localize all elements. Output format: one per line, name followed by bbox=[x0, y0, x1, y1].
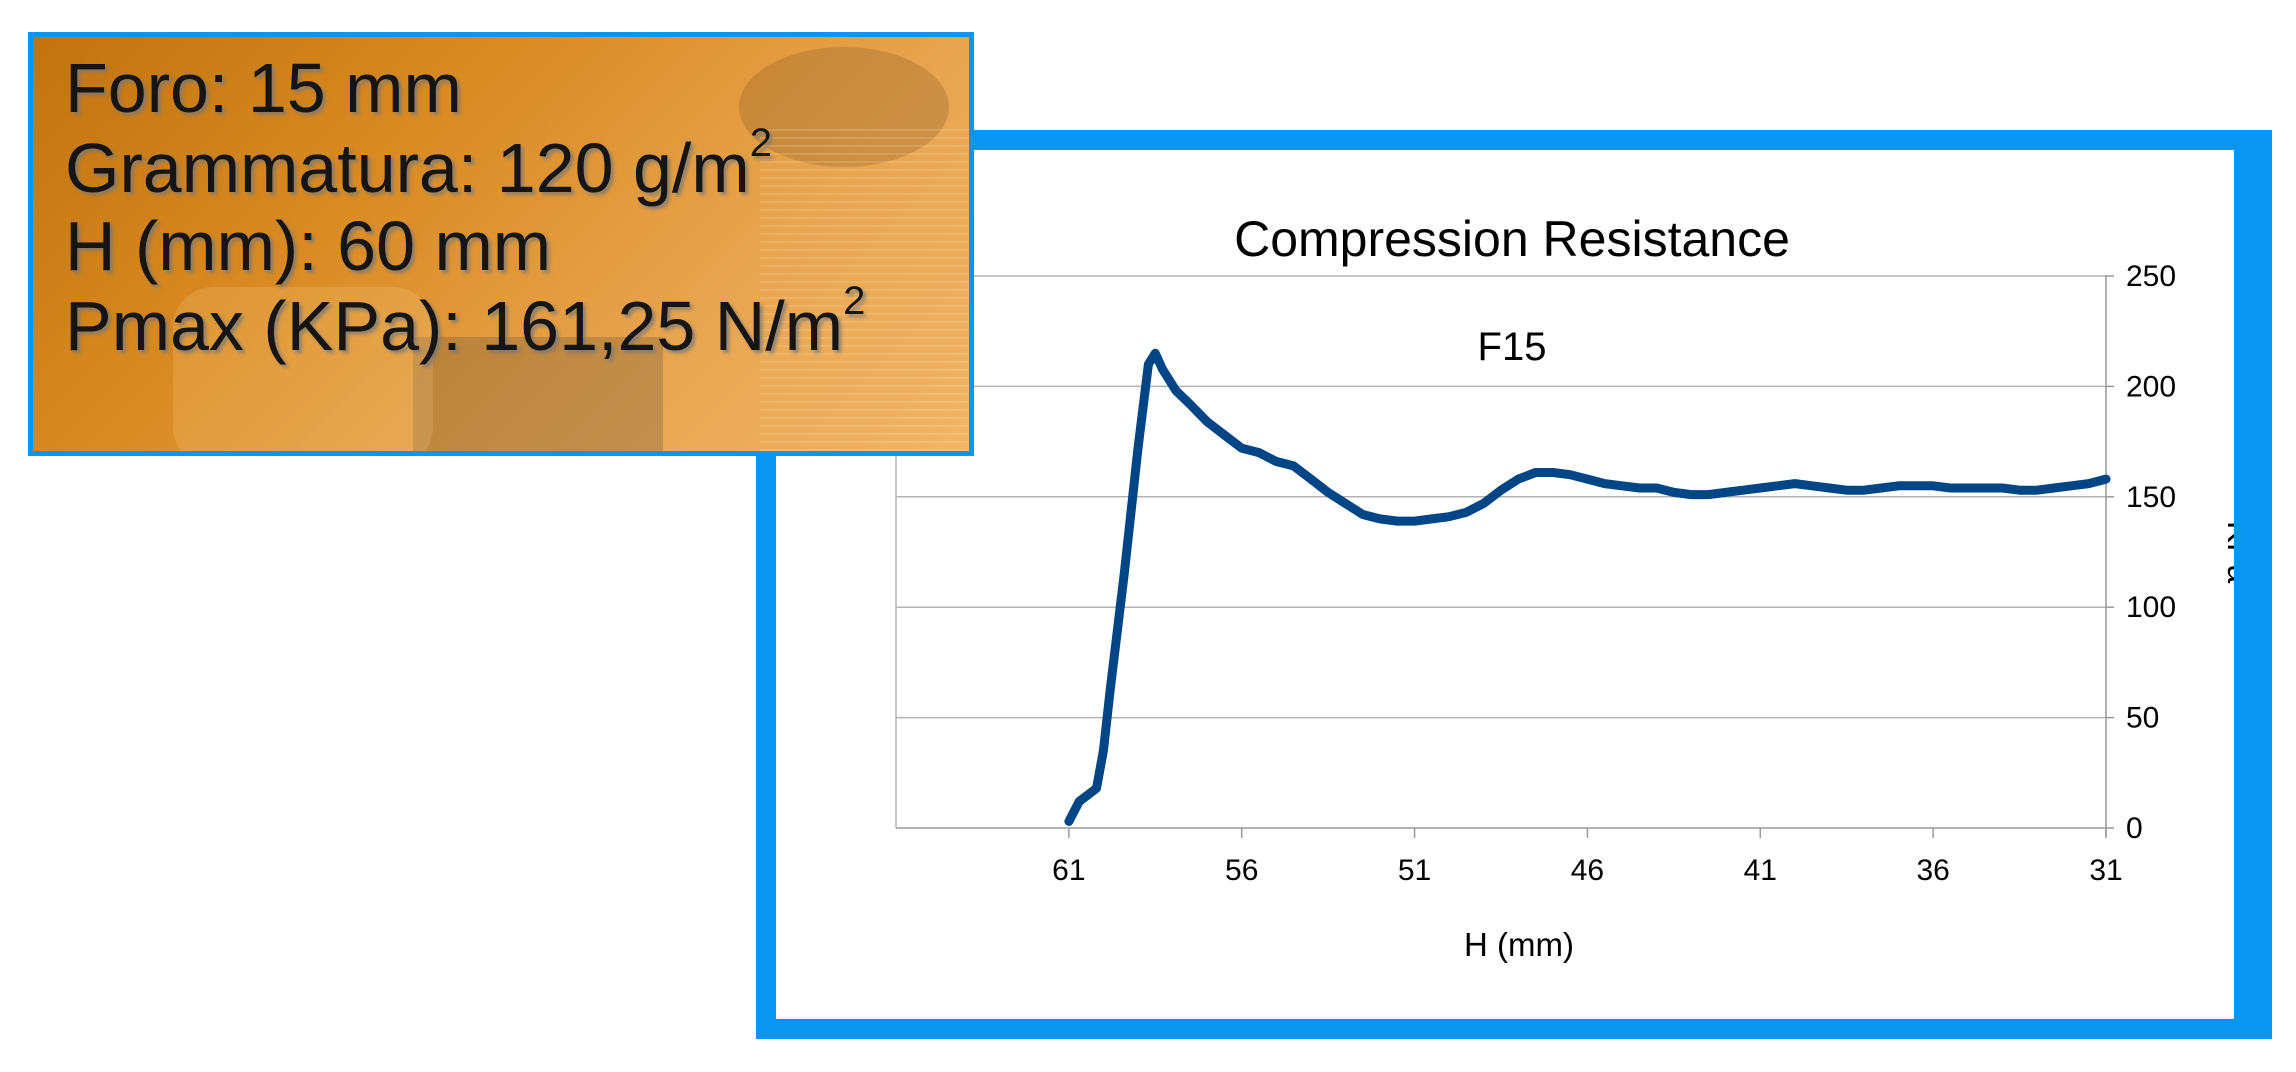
info-line-pmax: Pmax (KPa): 161,25 N/m2 bbox=[65, 281, 865, 365]
x-tick-label-56: 56 bbox=[1225, 854, 1258, 887]
info-line-grammage: Grammatura: 120 g/m2 bbox=[65, 123, 772, 207]
info-panel: Foro: 15 mm Grammatura: 120 g/m2 H (mm):… bbox=[28, 32, 974, 456]
x-tick-label-31: 31 bbox=[2089, 854, 2122, 887]
y-tick-label-200: 200 bbox=[2126, 370, 2176, 403]
chart-title: Compression Resistance bbox=[1234, 211, 1790, 267]
series-line-0 bbox=[1064, 348, 2111, 826]
info-pmax-text: Pmax (KPa): 161,25 N/m bbox=[65, 287, 844, 365]
y-tick-label-250: 250 bbox=[2126, 260, 2176, 293]
info-line-hole: Foro: 15 mm bbox=[65, 49, 462, 127]
info-grammage-text: Grammatura: 120 g/m bbox=[65, 129, 750, 207]
background-shape bbox=[173, 287, 433, 451]
info-line-height: H (mm): 60 mm bbox=[65, 207, 551, 285]
background-shape bbox=[413, 337, 663, 451]
info-hole-text: Foro: 15 mm bbox=[65, 49, 462, 127]
y-tick-label-0: 0 bbox=[2126, 812, 2143, 845]
x-tick-label-41: 41 bbox=[1744, 854, 1777, 887]
y-tick-label-150: 150 bbox=[2126, 481, 2176, 514]
info-grammage-superscript: 2 bbox=[749, 121, 772, 165]
chart-plot: 0 50 100 150 200 250 61 56 51 46 41 36 31 Compression… bbox=[895, 211, 2234, 963]
x-tick-label-61: 61 bbox=[1052, 854, 1085, 887]
info-height-text: H (mm): 60 mm bbox=[65, 207, 552, 285]
background-stripes bbox=[760, 129, 969, 451]
y-tick-label-50: 50 bbox=[2126, 702, 2159, 735]
x-tick-label-36: 36 bbox=[1916, 854, 1949, 887]
y-axis-title: KPa bbox=[2221, 521, 2234, 584]
info-pmax-superscript: 2 bbox=[843, 279, 866, 323]
chart-subtitle: F15 bbox=[1478, 325, 1547, 369]
x-tick-label-46: 46 bbox=[1571, 854, 1604, 887]
y-tick-label-100: 100 bbox=[2126, 591, 2176, 624]
x-axis-title: H (mm) bbox=[1464, 926, 1574, 963]
chart-frame: 0 50 100 150 200 250 61 56 51 46 41 36 31 Compression… bbox=[756, 130, 2272, 1039]
x-tick-label-51: 51 bbox=[1398, 854, 1431, 887]
background-shape bbox=[739, 47, 949, 167]
